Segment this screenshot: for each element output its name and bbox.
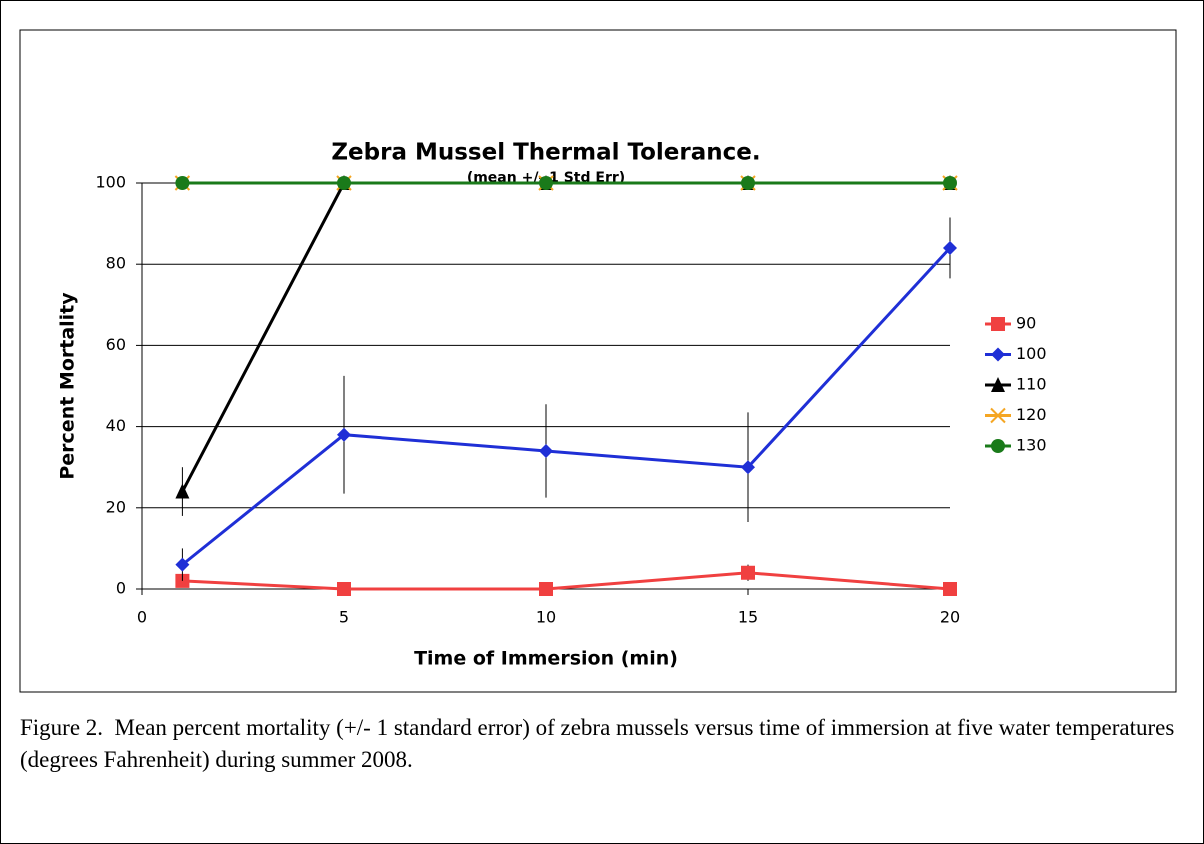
legend-marker	[991, 377, 1005, 392]
marker	[175, 557, 190, 572]
marker	[539, 582, 553, 596]
marker	[337, 582, 351, 596]
marker	[175, 176, 190, 190]
legend-label: 110	[1016, 375, 1047, 394]
x-tick-label: 15	[738, 608, 758, 627]
legend-marker	[991, 317, 1005, 331]
marker	[943, 582, 957, 596]
y-tick-label: 80	[106, 254, 126, 273]
marker	[943, 240, 957, 255]
series-line	[181, 246, 952, 566]
marker	[175, 483, 190, 499]
x-tick-label: 0	[137, 608, 147, 627]
y-tick-label: 60	[106, 335, 126, 354]
marker	[539, 176, 553, 190]
marker	[741, 176, 755, 190]
marker	[741, 460, 755, 475]
chart-title: Zebra Mussel Thermal Tolerance.	[331, 140, 760, 166]
x-tick-label: 10	[536, 608, 556, 627]
legend-marker	[991, 347, 1005, 362]
y-tick-label: 40	[106, 416, 126, 435]
legend-label: 100	[1016, 344, 1047, 363]
series-line	[181, 181, 950, 493]
series-line	[182, 571, 951, 591]
legend-marker	[991, 439, 1005, 453]
x-axis-label: Time of Immersion (min)	[414, 648, 678, 670]
marker	[337, 427, 351, 442]
x-tick-label: 20	[940, 608, 960, 627]
legend-label: 130	[1016, 436, 1047, 455]
x-tick-label: 5	[339, 608, 349, 627]
marker	[943, 176, 957, 190]
y-tick-label: 20	[106, 497, 126, 516]
figure-caption: Figure 2. Mean percent mortality (+/- 1 …	[20, 715, 1181, 772]
y-tick-label: 100	[95, 173, 126, 192]
y-axis-label: Percent Mortality	[57, 292, 79, 480]
marker	[741, 565, 755, 580]
y-tick-label: 0	[116, 579, 126, 598]
legend-label: 90	[1016, 314, 1036, 333]
legend-label: 120	[1016, 405, 1047, 424]
marker	[539, 443, 553, 458]
legend-marker	[990, 407, 1006, 424]
marker	[337, 176, 351, 190]
chart-frame	[19, 29, 1177, 693]
